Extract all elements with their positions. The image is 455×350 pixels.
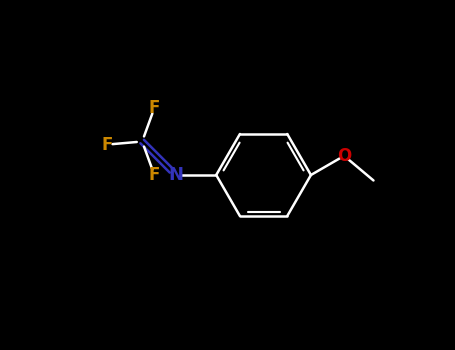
- Text: N: N: [168, 166, 183, 184]
- Text: F: F: [148, 166, 160, 183]
- Text: O: O: [337, 147, 351, 165]
- Text: F: F: [101, 135, 113, 154]
- Text: F: F: [148, 99, 160, 118]
